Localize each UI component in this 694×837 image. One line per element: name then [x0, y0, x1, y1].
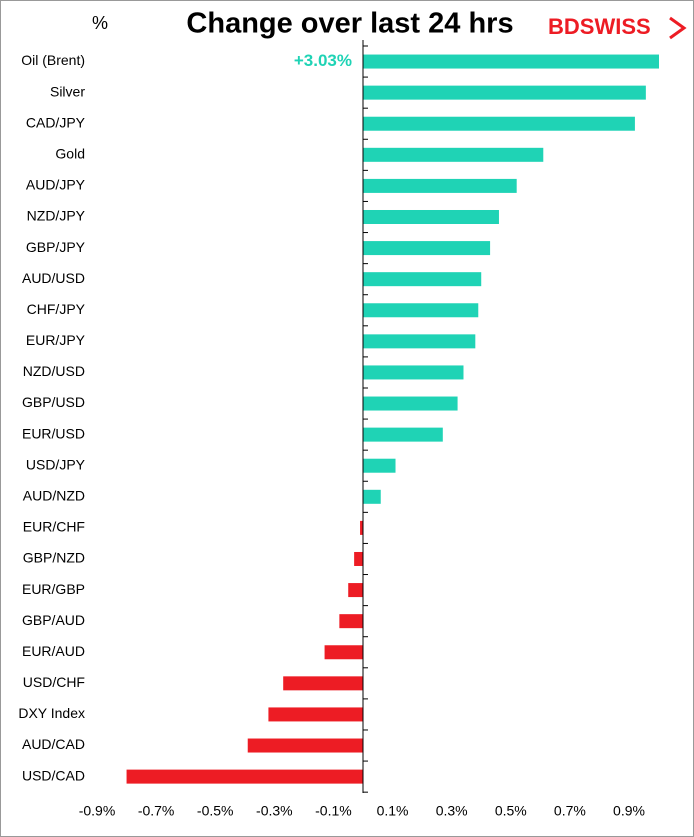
y-tick-label: NZD/USD: [23, 363, 85, 379]
x-tick-label: 0.3%: [436, 803, 468, 819]
bar: [363, 396, 458, 411]
bar: [363, 365, 464, 380]
bar: [363, 489, 381, 504]
x-tick-label: 0.5%: [495, 803, 527, 819]
y-tick-label: AUD/USD: [22, 270, 85, 286]
y-tick-label: EUR/USD: [22, 425, 85, 441]
bar: [360, 520, 363, 535]
x-tick-label: -0.3%: [256, 803, 293, 819]
bar: [348, 583, 363, 598]
bar: [363, 303, 479, 318]
y-tick-label: GBP/AUD: [22, 612, 85, 628]
y-tick-label: GBP/NZD: [23, 550, 85, 566]
bar: [324, 645, 363, 660]
bar: [126, 769, 363, 784]
y-tick-label: AUD/NZD: [23, 488, 85, 504]
y-tick-label: EUR/GBP: [22, 581, 85, 597]
logo-icon: [669, 16, 687, 40]
y-tick-label: USD/CHF: [23, 674, 85, 690]
bar: [354, 551, 363, 566]
logo: BDSWISS: [548, 14, 651, 39]
x-tick-label: -0.7%: [138, 803, 175, 819]
y-tick-label: CHF/JPY: [27, 301, 86, 317]
unit-label: %: [92, 13, 108, 33]
y-tick-label: Oil (Brent): [21, 52, 85, 68]
value-label: +3.03%: [294, 51, 352, 70]
bar: [363, 427, 443, 442]
bar: [363, 272, 482, 287]
y-tick-label: GBP/USD: [22, 394, 85, 410]
y-tick-label: USD/CAD: [22, 767, 85, 783]
bar: [363, 334, 476, 349]
x-tick-label: 0.1%: [377, 803, 409, 819]
bar: [363, 85, 646, 100]
bar: [363, 209, 499, 224]
bar: [363, 147, 544, 162]
chart-title: Change over last 24 hrs: [186, 8, 513, 40]
y-tick-label: Silver: [50, 83, 85, 99]
y-tick-label: EUR/AUD: [22, 643, 85, 659]
plot-area: [126, 54, 659, 784]
x-tick-label: 0.9%: [613, 803, 645, 819]
bar: [363, 458, 396, 473]
y-tick-label: GBP/JPY: [26, 239, 86, 255]
y-tick-label: USD/JPY: [26, 456, 86, 472]
y-tick-label: Gold: [55, 146, 85, 162]
y-tick-label: NZD/JPY: [27, 208, 86, 224]
y-tick-label: AUD/JPY: [26, 177, 86, 193]
y-tick-label: DXY Index: [18, 705, 85, 721]
y-tick-label: EUR/CHF: [23, 519, 85, 535]
bar: [247, 738, 363, 753]
y-tick-label: EUR/JPY: [26, 332, 86, 348]
bar: [363, 116, 635, 131]
bar: [283, 676, 363, 691]
bar: [268, 707, 363, 722]
y-tick-label: AUD/CAD: [22, 736, 85, 752]
x-tick-label: -0.9%: [79, 803, 116, 819]
bar: [363, 241, 491, 256]
y-tick-label: CAD/JPY: [26, 114, 86, 130]
x-tick-label: -0.1%: [315, 803, 352, 819]
bar: [363, 54, 659, 69]
x-tick-label: 0.7%: [554, 803, 586, 819]
x-tick-label: -0.5%: [197, 803, 234, 819]
bar: [363, 178, 517, 193]
bar: [339, 614, 363, 629]
